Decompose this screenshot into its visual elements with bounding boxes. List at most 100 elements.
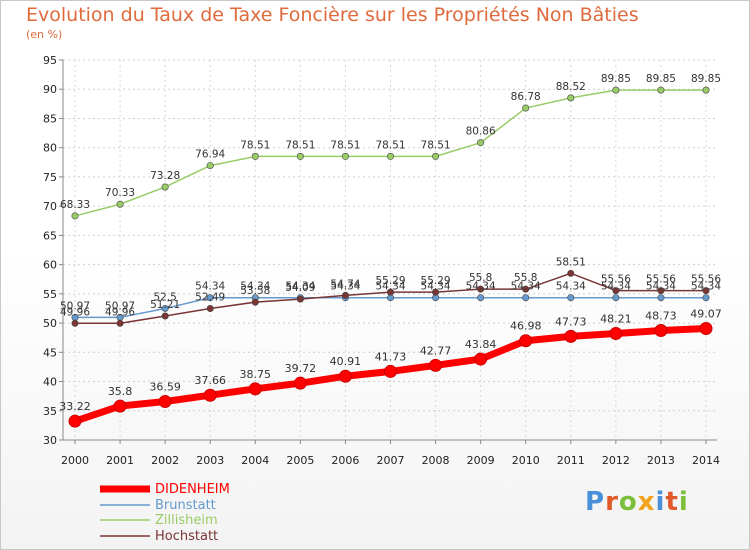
data-label-brunstatt: 54.34: [240, 281, 270, 293]
data-label-zillisheim: 89.85: [646, 73, 676, 85]
y-tick-label: 60: [43, 259, 57, 272]
x-tick-label: 2005: [286, 454, 314, 467]
x-tick-label: 2014: [692, 454, 720, 467]
data-label-didenheim: 35.8: [108, 385, 133, 398]
logo-letter: P: [585, 487, 606, 517]
point-hochstatt: [296, 295, 304, 303]
point-didenheim: [699, 322, 713, 336]
data-label-didenheim: 36.59: [149, 380, 181, 393]
legend-label-zillisheim: Zillisheim: [155, 513, 218, 528]
chart-title: Evolution du Taux de Taxe Foncière sur l…: [26, 4, 639, 26]
data-label-hochstatt: 52.49: [195, 292, 225, 304]
data-label-didenheim: 39.72: [285, 362, 317, 375]
data-label-didenheim: 43.84: [465, 338, 497, 351]
data-label-brunstatt: 54.34: [556, 281, 586, 293]
point-zillisheim: [341, 152, 349, 160]
data-label-zillisheim: 78.51: [375, 139, 405, 151]
point-hochstatt: [206, 305, 214, 313]
data-label-hochstatt: 49.96: [105, 306, 135, 318]
x-tick-label: 2008: [422, 454, 450, 467]
data-label-zillisheim: 86.78: [511, 91, 541, 103]
point-zillisheim: [567, 94, 575, 102]
data-label-hochstatt: 55.56: [646, 274, 676, 286]
point-zillisheim: [116, 200, 124, 208]
data-label-brunstatt: 54.34: [285, 281, 315, 293]
point-hochstatt: [612, 287, 620, 295]
point-zillisheim: [71, 212, 79, 220]
point-zillisheim: [206, 162, 214, 170]
data-label-brunstatt: 54.34: [466, 281, 496, 293]
point-brunstatt: [567, 294, 575, 302]
data-label-didenheim: 40.91: [330, 355, 362, 368]
point-hochstatt: [477, 285, 485, 293]
data-label-hochstatt: 55.56: [691, 274, 721, 286]
data-label-didenheim: 46.98: [510, 320, 542, 333]
y-tick-label: 40: [43, 376, 57, 389]
point-didenheim: [654, 324, 668, 338]
data-label-didenheim: 38.75: [240, 368, 272, 381]
data-label-hochstatt: 54.74: [330, 278, 360, 290]
data-label-brunstatt: 54.34: [195, 281, 225, 293]
data-label-didenheim: 42.77: [420, 344, 452, 357]
point-didenheim: [474, 352, 488, 366]
data-label-zillisheim: 78.51: [285, 139, 315, 151]
data-label-didenheim: 41.73: [375, 350, 407, 363]
data-label-zillisheim: 88.52: [556, 81, 586, 93]
point-didenheim: [113, 399, 127, 413]
point-hochstatt: [522, 285, 530, 293]
chart-unit: (en %): [26, 28, 63, 41]
data-label-didenheim: 48.73: [645, 310, 677, 323]
point-hochstatt: [567, 269, 575, 277]
point-hochstatt: [71, 319, 79, 327]
data-label-brunstatt: 54.34: [691, 281, 721, 293]
point-zillisheim: [251, 152, 259, 160]
x-tick-label: 2006: [331, 454, 359, 467]
data-label-hochstatt: 53.58: [240, 285, 270, 297]
data-label-zillisheim: 89.85: [601, 73, 631, 85]
point-hochstatt: [116, 319, 124, 327]
data-label-hochstatt: 55.8: [514, 272, 537, 284]
point-hochstatt: [657, 287, 665, 295]
point-brunstatt: [702, 294, 710, 302]
data-label-zillisheim: 73.28: [150, 170, 180, 182]
point-hochstatt: [251, 298, 259, 306]
x-tick-label: 2011: [557, 454, 585, 467]
legend-label-didenheim: DIDENHEIM: [155, 482, 230, 497]
point-zillisheim: [161, 183, 169, 191]
point-didenheim: [338, 369, 352, 383]
data-label-zillisheim: 78.51: [240, 139, 270, 151]
point-didenheim: [609, 327, 623, 341]
data-label-didenheim: 48.21: [600, 313, 632, 326]
x-tick-label: 2010: [512, 454, 540, 467]
logo-letter: t: [665, 487, 679, 517]
point-brunstatt: [206, 294, 214, 302]
logo-letter: x: [637, 487, 656, 517]
data-label-brunstatt: 54.34: [421, 281, 451, 293]
point-hochstatt: [432, 288, 440, 296]
point-zillisheim: [432, 152, 440, 160]
x-tick-label: 2003: [196, 454, 224, 467]
data-label-didenheim: 33.22: [59, 400, 91, 413]
data-labels: 68.33 70.33 73.28 76.94 78.51 78.51 78.51 78.51…: [59, 73, 722, 413]
point-didenheim: [293, 376, 307, 390]
y-tick-label: 30: [43, 434, 57, 447]
data-label-zillisheim: 78.51: [421, 139, 451, 151]
point-zillisheim: [522, 104, 530, 112]
data-label-brunstatt: 54.34: [375, 281, 405, 293]
point-hochstatt: [161, 312, 169, 320]
point-didenheim: [384, 364, 397, 378]
logo-letter: r: [605, 487, 619, 517]
data-label-hochstatt: 55.56: [601, 274, 631, 286]
point-didenheim: [564, 329, 578, 343]
data-label-hochstatt: 51.21: [150, 299, 180, 311]
data-label-brunstatt: 54.34: [511, 281, 541, 293]
proxiti-logo: Proxiti: [585, 487, 689, 517]
point-didenheim: [203, 388, 217, 402]
data-label-hochstatt: 49.96: [60, 306, 90, 318]
data-label-brunstatt: 52.5: [153, 291, 176, 303]
point-brunstatt: [477, 294, 485, 302]
point-hochstatt: [702, 287, 710, 295]
